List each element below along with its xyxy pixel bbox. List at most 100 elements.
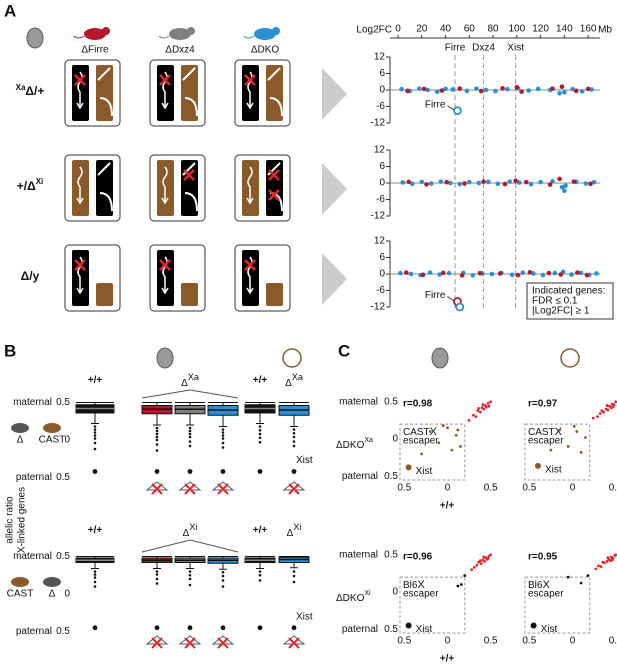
outlier xyxy=(291,469,297,474)
point xyxy=(437,272,442,277)
paternal-label: paternal xyxy=(16,626,52,637)
y-label-text: ΔDKO xyxy=(336,440,365,451)
deletion-x xyxy=(74,74,86,86)
point xyxy=(550,179,555,184)
point xyxy=(399,86,404,92)
point xyxy=(578,270,584,276)
point xyxy=(513,178,518,184)
y-tick-label: 0.5 xyxy=(384,624,398,635)
point xyxy=(489,400,493,404)
outlier xyxy=(188,440,192,443)
outlier xyxy=(258,570,262,573)
point xyxy=(546,270,552,276)
outlier xyxy=(258,579,262,582)
point xyxy=(477,270,483,276)
header-text: +/+ xyxy=(253,375,268,386)
y-tick-label: 0 xyxy=(64,435,70,446)
xist-point xyxy=(534,462,541,469)
point xyxy=(404,270,409,275)
outlier xyxy=(188,432,192,436)
x-tick-label: 0 xyxy=(445,483,451,494)
outlier xyxy=(188,435,192,439)
point xyxy=(562,89,567,95)
point xyxy=(482,555,486,559)
chevron xyxy=(322,253,347,305)
xist-point xyxy=(405,622,412,629)
x-tick-label: 40 xyxy=(440,24,452,35)
chevron xyxy=(322,163,347,215)
y-tick-label: 0 xyxy=(392,587,398,598)
point xyxy=(472,566,476,569)
point xyxy=(476,409,480,413)
outlier xyxy=(155,570,159,573)
mouse-icon xyxy=(254,28,276,40)
point xyxy=(558,428,561,432)
outlier xyxy=(188,570,192,573)
point xyxy=(591,416,595,420)
lnc-arc xyxy=(97,162,113,212)
outlier xyxy=(221,428,225,431)
mouse-tail xyxy=(243,35,255,39)
point xyxy=(605,560,609,563)
point xyxy=(450,448,454,452)
point xyxy=(612,403,616,407)
chevron xyxy=(322,68,347,120)
point xyxy=(472,413,475,417)
row-label: XaΔ/+ xyxy=(16,83,45,98)
point xyxy=(489,553,493,557)
outlier xyxy=(188,426,192,430)
header-sup: Xa xyxy=(188,372,199,382)
outlier xyxy=(292,428,296,431)
row-text: +/Δ xyxy=(17,179,36,193)
point xyxy=(439,88,445,93)
point xyxy=(447,180,453,186)
x-tick-label: 0.5 xyxy=(397,483,411,494)
point xyxy=(420,272,426,278)
xist-point xyxy=(530,622,537,629)
point xyxy=(437,441,441,445)
outlier xyxy=(155,582,159,585)
group-bracket xyxy=(141,539,239,553)
mouse-head xyxy=(187,27,195,35)
y-tick-label: 6 xyxy=(379,161,385,172)
outlier xyxy=(258,432,262,436)
point xyxy=(524,179,529,185)
point xyxy=(443,86,448,92)
point xyxy=(606,556,610,560)
paternal-label: paternal xyxy=(342,624,378,635)
point xyxy=(474,86,479,91)
point xyxy=(470,568,474,572)
point xyxy=(425,87,431,93)
outlier xyxy=(93,576,97,579)
group-header: ΔXa xyxy=(181,372,199,388)
escaper-strain: Bl6 xyxy=(528,580,543,591)
outlier xyxy=(93,570,97,573)
point xyxy=(464,88,470,94)
lnc-squiggle xyxy=(76,166,84,205)
outlier xyxy=(155,573,159,576)
group-bracket xyxy=(141,389,239,399)
outlier xyxy=(292,570,296,573)
point xyxy=(598,412,602,416)
outlier xyxy=(93,580,97,584)
group-header: ΔXi xyxy=(183,522,198,538)
point xyxy=(483,87,489,93)
xist-point xyxy=(405,464,412,471)
y-tick-label: 0.5 xyxy=(384,471,398,482)
y-label: ΔDKOXi xyxy=(336,590,371,604)
mouse-icon xyxy=(84,28,106,40)
y-tick-label: -12 xyxy=(371,118,386,129)
point xyxy=(516,180,522,185)
header-text: +/+ xyxy=(88,375,103,386)
x-label: +/+ xyxy=(440,501,455,512)
group-header: +/+ xyxy=(88,375,103,386)
legend-box xyxy=(526,282,614,320)
outlier xyxy=(258,428,262,432)
escaper-word: escaper xyxy=(528,436,564,447)
point xyxy=(483,560,487,563)
point xyxy=(611,405,615,409)
outlier xyxy=(155,438,159,442)
point xyxy=(459,445,462,448)
y-label-text: ΔDKO xyxy=(336,593,365,604)
outlier xyxy=(93,431,97,434)
